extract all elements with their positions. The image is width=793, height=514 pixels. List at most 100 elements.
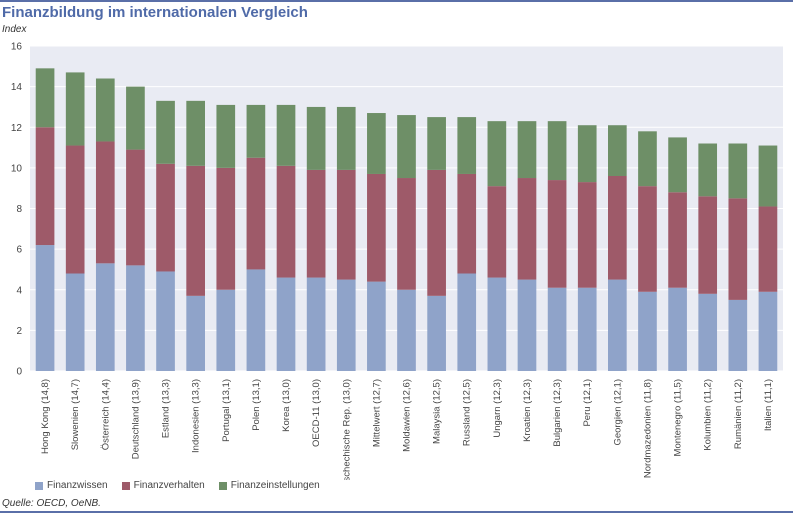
- y-tick-label: 2: [16, 326, 22, 337]
- bar-segment-finanzwissen: [517, 279, 537, 371]
- bar-segment-finanzeinstellungen: [186, 100, 205, 166]
- x-tick-label: Moldawien (12,6): [402, 379, 413, 452]
- legend-item-finanzwissen: Finanzwissen: [35, 480, 108, 491]
- bar-segment-finanzwissen: [427, 295, 446, 371]
- x-tick-label: Estland (13,3): [161, 379, 172, 438]
- bars: [35, 68, 778, 371]
- bar-segment-finanzwissen: [186, 295, 205, 371]
- bar-segment-finanzverhalten: [216, 167, 236, 290]
- bar-segment-finanzeinstellungen: [487, 121, 507, 187]
- bar-segment-finanzverhalten: [276, 165, 296, 278]
- x-tick-label: Montenegro (11,5): [673, 379, 684, 456]
- bar-segment-finanzverhalten: [397, 178, 416, 290]
- bar-segment-finanzwissen: [246, 269, 266, 371]
- y-tick-label: 16: [11, 42, 23, 53]
- bar-segment-finanzwissen: [35, 245, 55, 371]
- bar-segment-finanzverhalten: [728, 198, 748, 300]
- x-tick-label: Malaysia (12,5): [432, 379, 443, 444]
- stacked-bar-chart: 0 2 4 6 8 10 12 14 16 Hong Kong (14,8) Slowenien …: [11, 42, 783, 480]
- x-tick-label: Rumänien (11,2): [733, 379, 744, 449]
- bar-segment-finanzverhalten: [758, 206, 778, 292]
- bar-segment-finanzeinstellungen: [668, 137, 687, 193]
- x-tick-label: Russland (12,5): [462, 379, 473, 446]
- bar-segment-finanzverhalten: [336, 169, 356, 280]
- bar-segment-finanzwissen: [577, 287, 597, 371]
- y-tick-label: 0: [16, 367, 22, 378]
- bar-segment-finanzeinstellungen: [126, 86, 145, 150]
- bar-segment-finanzwissen: [457, 273, 477, 371]
- bar-segment-finanzverhalten: [126, 149, 145, 266]
- bar-segment-finanzeinstellungen: [95, 78, 115, 142]
- bar-segment-finanzverhalten: [547, 180, 567, 288]
- bar-segment-finanzeinstellungen: [276, 104, 296, 166]
- x-tick-label: Nordmazedonien (11,8): [642, 379, 653, 478]
- y-tick-label: 6: [16, 245, 22, 256]
- legend-label-finanzwissen: Finanzwissen: [47, 480, 108, 491]
- y-tick-label: 4: [16, 285, 22, 296]
- bar-segment-finanzwissen: [95, 263, 115, 371]
- bar-segment-finanzwissen: [547, 287, 567, 371]
- bar-segment-finanzwissen: [156, 271, 175, 371]
- x-tick-label: Tschechische Rep. (13,0): [341, 379, 352, 480]
- legend-swatch-finanzwissen: [35, 481, 43, 490]
- bar-segment-finanzverhalten: [186, 165, 205, 296]
- y-tick-label: 8: [16, 204, 22, 215]
- bar-segment-finanzeinstellungen: [35, 68, 55, 128]
- x-tick-label: Korea (13,0): [281, 379, 292, 432]
- bar-segment-finanzeinstellungen: [216, 104, 236, 168]
- x-tick-label: Slowenien (14,7): [70, 379, 81, 450]
- legend-swatch-finanzverhalten: [121, 481, 130, 490]
- bar-segment-finanzeinstellungen: [517, 121, 537, 179]
- bar-segment-finanzeinstellungen: [547, 121, 567, 181]
- bar-segment-finanzeinstellungen: [728, 143, 748, 199]
- bar-segment-finanzeinstellungen: [577, 125, 597, 183]
- bar-segment-finanzwissen: [397, 289, 416, 371]
- bar-segment-finanzwissen: [306, 277, 326, 371]
- y-tick-label: 12: [11, 123, 23, 134]
- x-tick-label: Indonesien (13,3): [191, 379, 202, 453]
- bar-segment-finanzverhalten: [638, 186, 657, 292]
- y-axis-ticks: 0 2 4 6 8 10 12 14 16: [11, 42, 23, 378]
- bar-segment-finanzwissen: [728, 299, 748, 371]
- x-tick-label: Georgien (12,1): [612, 379, 623, 446]
- bar-segment-finanzverhalten: [35, 127, 55, 246]
- bar-segment-finanzeinstellungen: [65, 72, 85, 146]
- bar-segment-finanzeinstellungen: [367, 113, 386, 174]
- legend: Finanzwissen Finanzverhalten Finanzeinst…: [35, 480, 320, 491]
- x-axis-labels: Hong Kong (14,8) Slowenien (14,7) Österrei…: [40, 379, 774, 480]
- bar-segment-finanzwissen: [216, 289, 236, 371]
- y-tick-label: 14: [11, 82, 23, 93]
- x-tick-label: Deutschland (13,9): [130, 379, 141, 459]
- bar-segment-finanzwissen: [608, 279, 627, 371]
- bar-segment-finanzeinstellungen: [397, 115, 416, 179]
- bar-segment-finanzwissen: [65, 273, 85, 371]
- bar-segment-finanzverhalten: [156, 163, 175, 272]
- x-tick-label: OECD-11 (13,0): [311, 379, 322, 447]
- bar-segment-finanzwissen: [758, 291, 778, 371]
- bar-segment-finanzverhalten: [668, 192, 687, 288]
- x-tick-label: Ungarn (12,3): [492, 379, 503, 438]
- chart-title: Finanzbildung im internationalen Verglei…: [2, 4, 308, 21]
- bar-segment-finanzwissen: [367, 281, 386, 371]
- bar-segment-finanzverhalten: [246, 157, 266, 270]
- bar-segment-finanzverhalten: [487, 186, 507, 278]
- bar-segment-finanzeinstellungen: [638, 131, 657, 187]
- bar-segment-finanzverhalten: [306, 169, 326, 278]
- x-tick-label: Hong Kong (14,8): [40, 379, 51, 454]
- source-note: Quelle: OECD, OeNB.: [2, 498, 101, 509]
- bar-segment-finanzeinstellungen: [698, 143, 718, 197]
- top-rule: [0, 0, 793, 2]
- bar-segment-finanzwissen: [336, 279, 356, 371]
- bar-segment-finanzeinstellungen: [457, 117, 477, 174]
- bar-segment-finanzwissen: [698, 293, 718, 371]
- bar-segment-finanzeinstellungen: [427, 117, 446, 170]
- bar-segment-finanzverhalten: [517, 178, 537, 280]
- x-tick-label: Kroatien (12,3): [522, 379, 533, 442]
- legend-swatch-finanzeinstellungen: [218, 481, 227, 490]
- x-tick-label: Peru (12,1): [582, 379, 593, 427]
- x-tick-label: Mittelwert (12,7): [371, 379, 382, 447]
- y-tick-label: 10: [11, 163, 23, 174]
- y-axis-unit-label: Index: [2, 24, 27, 35]
- bar-segment-finanzwissen: [276, 277, 296, 371]
- bar-segment-finanzeinstellungen: [306, 106, 326, 170]
